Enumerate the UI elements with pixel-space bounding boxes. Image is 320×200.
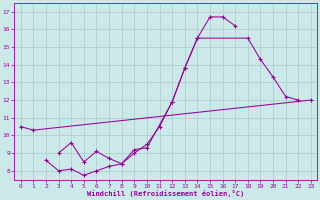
X-axis label: Windchill (Refroidissement éolien,°C): Windchill (Refroidissement éolien,°C) (87, 190, 244, 197)
